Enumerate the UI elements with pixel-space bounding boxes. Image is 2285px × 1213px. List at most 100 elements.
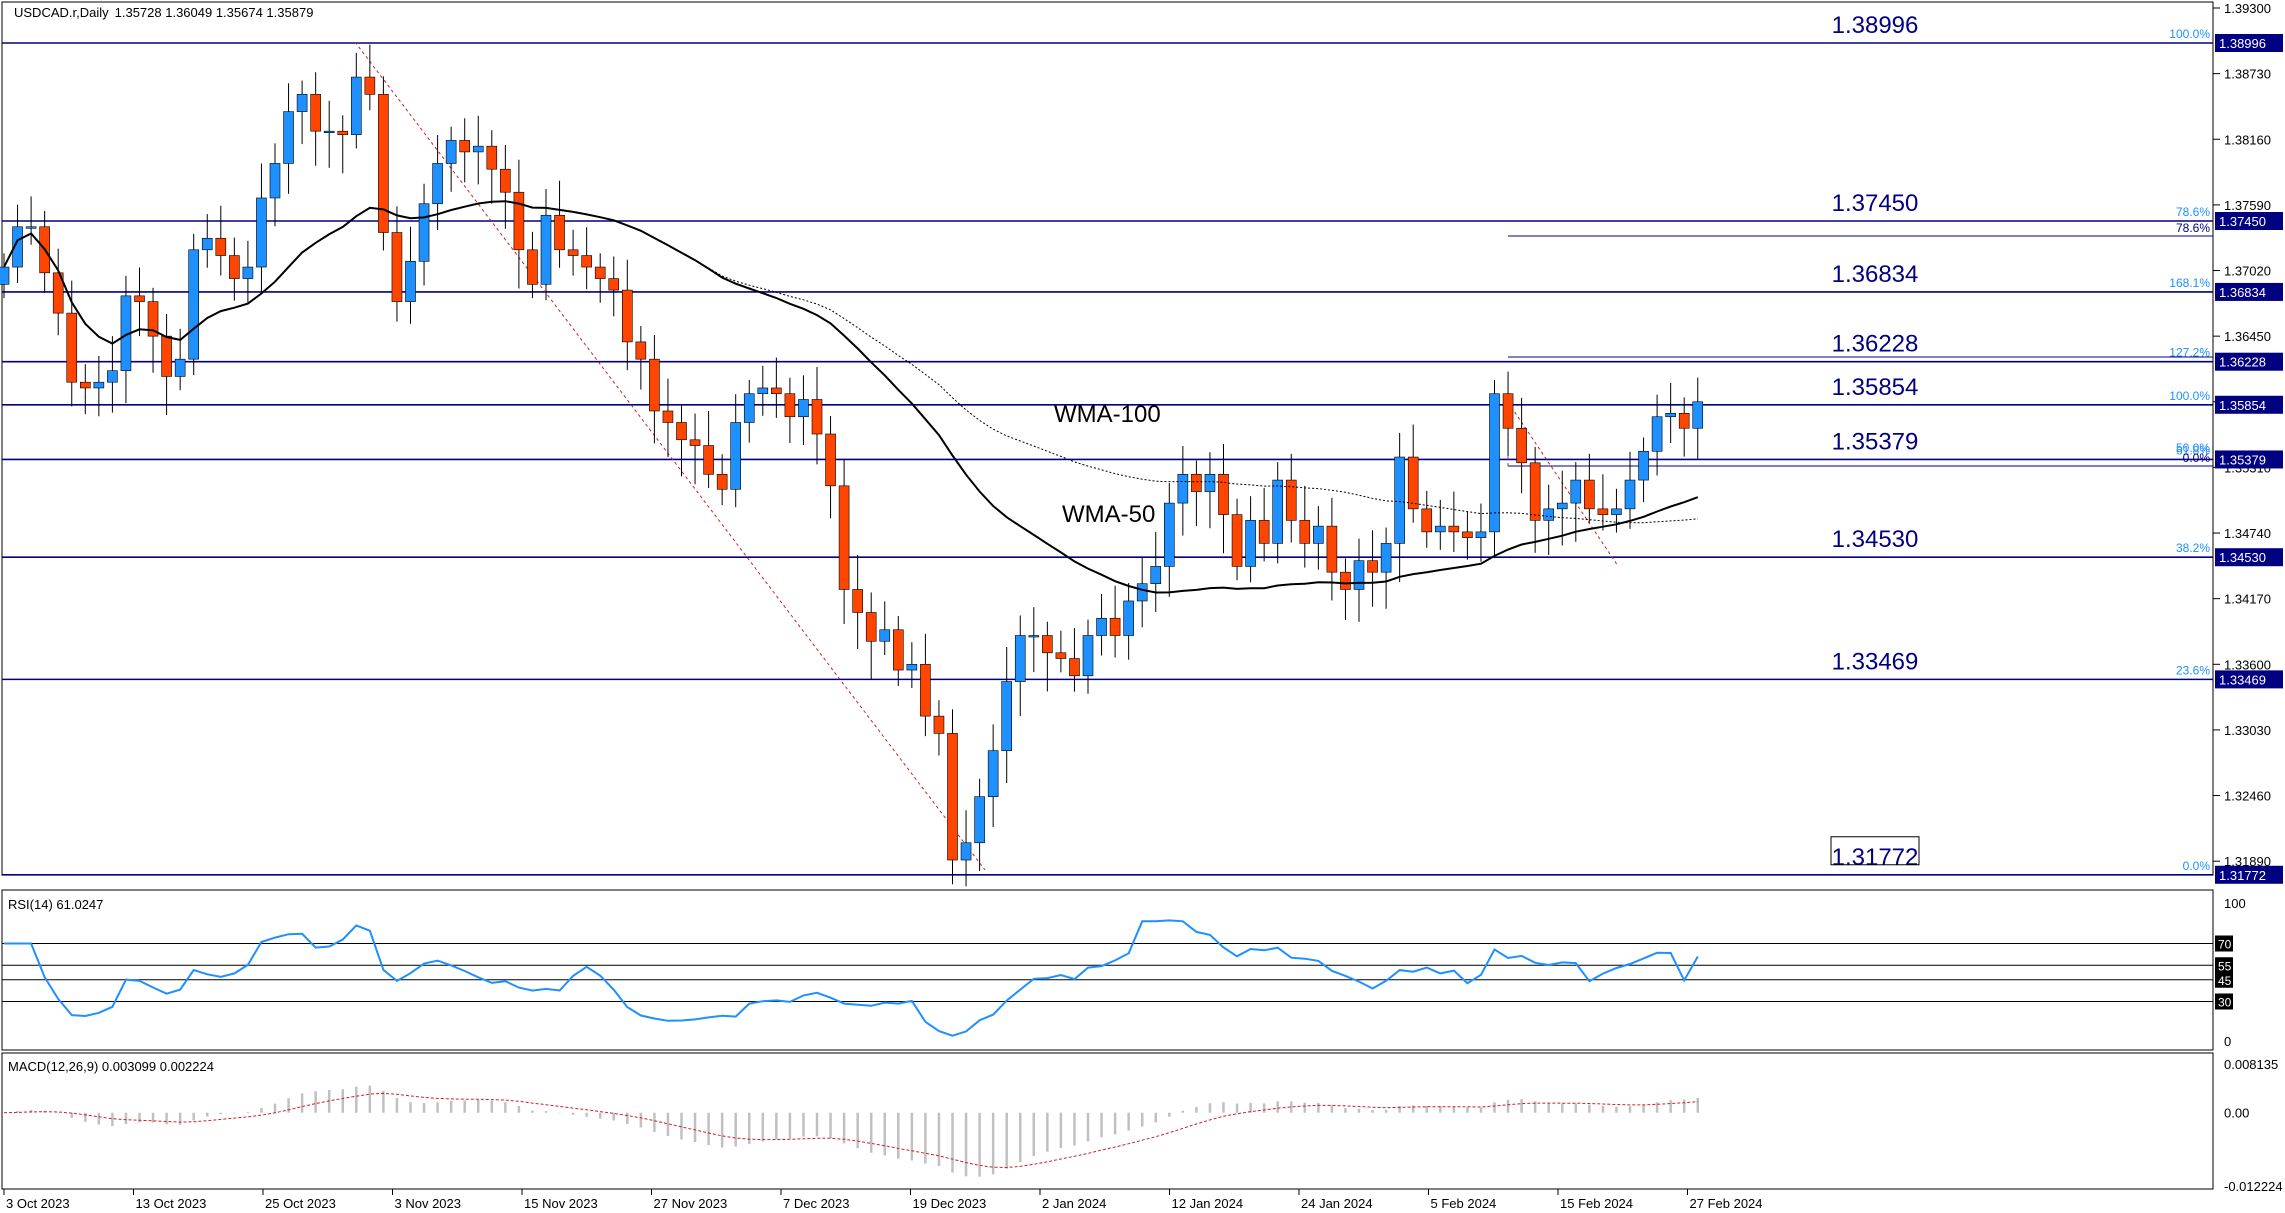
- candle-body: [798, 399, 809, 418]
- candle-body: [432, 163, 443, 205]
- rsi-level-tag-label: 30: [2218, 996, 2232, 1010]
- price-tick-label: 1.37020: [2224, 264, 2271, 279]
- candle-body: [1678, 412, 1690, 429]
- price-tag: [2215, 34, 2283, 53]
- candle-body: [378, 94, 389, 233]
- candle-body: [703, 445, 714, 475]
- candle-body: [1313, 525, 1324, 544]
- candle-body: [1502, 393, 1514, 429]
- candle-body: [445, 140, 457, 164]
- level-label: 1.34530: [1832, 526, 1919, 553]
- candle-body: [1082, 635, 1094, 677]
- candle-body: [974, 796, 985, 844]
- level-label: 1.35379: [1832, 428, 1919, 455]
- candle-body: [0, 266, 10, 285]
- candle-body: [1516, 427, 1527, 464]
- macd-axis-label: 0.008135: [2224, 1057, 2278, 1072]
- candle-body: [1529, 462, 1541, 521]
- fib-label: 23.6%: [2176, 663, 2210, 677]
- candle-body: [1421, 508, 1433, 533]
- candle-body: [771, 387, 782, 395]
- level-label: 1.36834: [1832, 261, 1919, 288]
- date-label: 15 Nov 2023: [524, 1196, 598, 1211]
- candle-body: [310, 94, 321, 132]
- price-tag-label: 1.33469: [2219, 672, 2266, 687]
- candle-body: [459, 140, 471, 153]
- candle-body: [1597, 508, 1609, 515]
- fib-label: 38.2%: [2176, 541, 2210, 555]
- fib-label: 100.0%: [2169, 27, 2210, 41]
- candle-body: [920, 663, 931, 717]
- candle-body: [337, 130, 349, 135]
- candle-body: [1272, 479, 1283, 544]
- date-label: 25 Oct 2023: [265, 1196, 336, 1211]
- candle-body: [1096, 617, 1107, 636]
- axes: 1.39300 1.38730 1.38160 1.37590 1.37020 1.364…: [3, 1, 2283, 1211]
- candle-body: [987, 750, 999, 798]
- candle-body: [1136, 583, 1148, 602]
- price-tag-label: 1.35854: [2219, 398, 2266, 413]
- candle-body: [825, 433, 836, 487]
- candle-body: [161, 335, 172, 377]
- fib-label: 100.0%: [2169, 389, 2210, 403]
- candle-body: [147, 301, 159, 337]
- date-label: 5 Feb 2024: [1431, 1196, 1497, 1211]
- price-tag-label: 1.35379: [2219, 452, 2266, 467]
- price-tag-label: 1.34530: [2219, 550, 2266, 565]
- candle-body: [1299, 520, 1311, 544]
- candle-body: [174, 358, 186, 377]
- level-label: 1.38996: [1832, 12, 1919, 39]
- candle-body: [1367, 560, 1378, 573]
- candle-body: [852, 589, 863, 613]
- level-label: 1.31772: [1832, 844, 1919, 871]
- macd-axis-label: -0.012224: [2224, 1179, 2283, 1194]
- candle-body: [1340, 571, 1351, 590]
- price-tick-label: 1.33600: [2224, 657, 2271, 672]
- candle-body: [188, 249, 199, 360]
- candle-body: [1191, 474, 1202, 492]
- fib-label: 168.1%: [2169, 276, 2210, 290]
- price-tick-label: 1.36450: [2224, 329, 2271, 344]
- price-tick-label: 1.34740: [2224, 526, 2271, 541]
- rsi-axis-label: 0: [2224, 1034, 2231, 1049]
- candle-body: [1164, 502, 1175, 567]
- candle-body: [1489, 393, 1500, 533]
- rsi-title: RSI(14) 61.0247: [8, 897, 103, 912]
- candle-body: [283, 111, 294, 164]
- price-tag: [2215, 670, 2283, 689]
- candle-body: [1556, 502, 1568, 510]
- candle-body: [1638, 450, 1649, 481]
- candle-body: [1543, 508, 1554, 521]
- candle-body: [1611, 508, 1622, 515]
- candle-body: [215, 237, 227, 256]
- price-tag: [2215, 548, 2283, 567]
- candle-body: [567, 249, 579, 256]
- macd-pane: 0.008135 0.00 -0.012224: [3, 1057, 2283, 1194]
- candle-body: [1204, 474, 1216, 492]
- candle-body: [364, 76, 376, 95]
- candle-body: [1258, 520, 1270, 544]
- date-label: 15 Feb 2024: [1560, 1196, 1633, 1211]
- candle-body: [405, 261, 416, 302]
- level-label: 1.33469: [1832, 648, 1919, 675]
- candle-body: [472, 145, 484, 153]
- candle-body: [323, 130, 335, 133]
- candle-body: [662, 410, 674, 423]
- fib-label: 0.0%: [2183, 451, 2211, 465]
- wma-100-label: WMA-100: [1054, 401, 1161, 428]
- candle-body: [1028, 635, 1040, 638]
- candle-body: [1435, 525, 1446, 533]
- candle-body: [1001, 681, 1013, 751]
- candle-body: [621, 289, 633, 343]
- candle-body: [1245, 520, 1256, 567]
- price-tick-label: 1.32460: [2224, 789, 2271, 804]
- rsi-level-tag: [2215, 993, 2233, 1010]
- price-tag-label: 1.36834: [2219, 285, 2266, 300]
- candle-body: [649, 358, 660, 412]
- candle-body: [1231, 514, 1243, 567]
- candle-body: [229, 255, 240, 279]
- date-label: 19 Dec 2023: [913, 1196, 987, 1211]
- fib-label: 61.8%: [2176, 443, 2210, 457]
- candle-body: [540, 214, 552, 285]
